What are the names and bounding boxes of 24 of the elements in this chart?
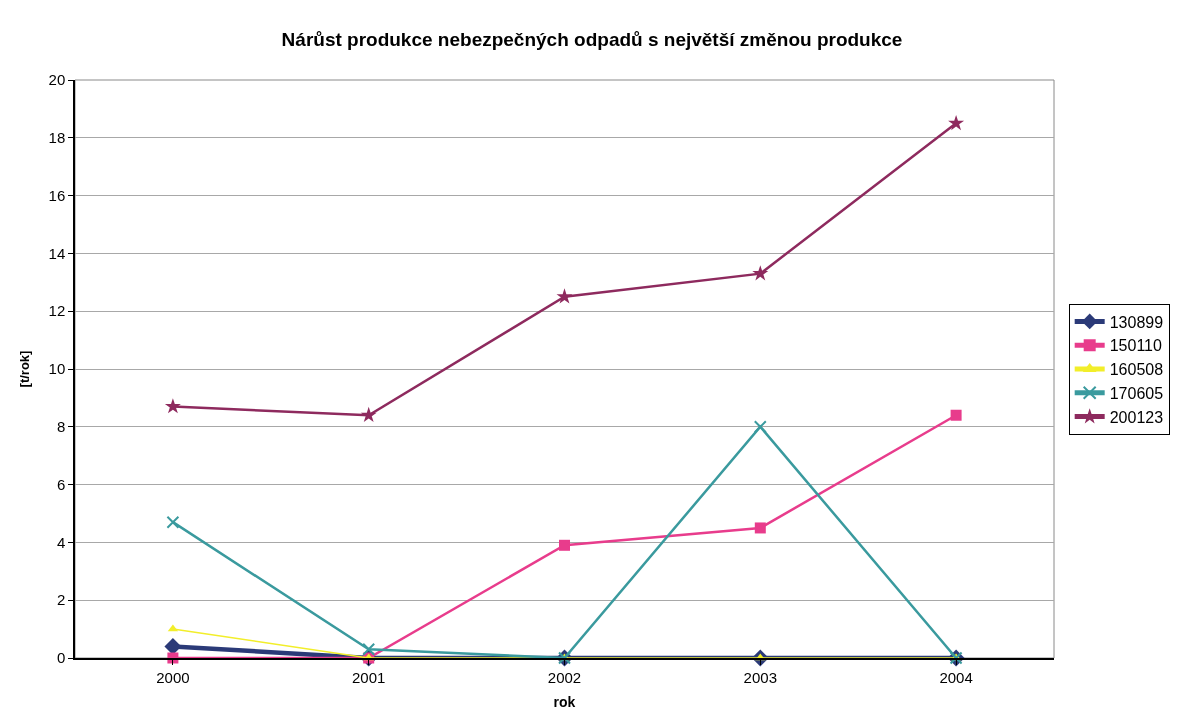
y-tick-label: 18	[48, 129, 66, 147]
x-tick-label: 2002	[547, 668, 582, 686]
legend-label: 130899	[1109, 313, 1164, 331]
y-tick-label: 12	[48, 302, 66, 320]
y-tick-label: 8	[56, 418, 66, 436]
y-tick-label: 0	[56, 649, 66, 667]
legend-label: 160508	[1109, 361, 1164, 379]
y-tick-label: 2	[56, 591, 66, 609]
y-tick-label: 10	[48, 360, 66, 378]
legend-label: 200123	[1109, 408, 1164, 426]
x-axis-title: rok	[553, 693, 576, 710]
y-tick-label: 6	[56, 475, 66, 493]
x-tick-label: 2000	[156, 668, 190, 686]
x-tick-label: 2004	[939, 668, 973, 686]
legend-label: 170605	[1109, 385, 1164, 403]
y-tick-label: 14	[48, 244, 66, 262]
y-tick-label: 20	[48, 71, 66, 89]
x-tick-label: 2003	[743, 668, 777, 686]
x-tick-label: 2001	[352, 668, 386, 686]
y-axis-title: [t/rok]	[17, 350, 33, 388]
chart-title: Nárůst produkce nebezpečných odpadů s největší změnou produkce	[281, 28, 903, 50]
legend-label: 150110	[1109, 337, 1162, 355]
y-tick-label: 16	[48, 186, 66, 204]
y-tick-label: 4	[56, 533, 66, 551]
